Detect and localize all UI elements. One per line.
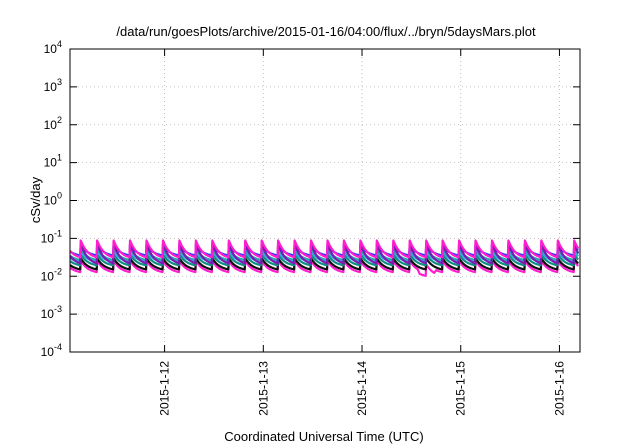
x-tick-label: 2015-1-15 (454, 361, 468, 416)
x-tick-label: 2015-1-13 (256, 361, 270, 416)
series-line (69, 259, 580, 277)
y-tick-label: 10-4 (41, 342, 62, 359)
y-tick-label: 10-3 (41, 304, 62, 321)
y-tick-label: 102 (44, 115, 62, 132)
series-line (69, 253, 580, 267)
series-line (69, 242, 580, 265)
series-group (69, 239, 580, 277)
x-tick-label: 2015-1-16 (552, 361, 566, 416)
x-tick-label: 2015-1-14 (355, 361, 369, 416)
y-tick-label: 100 (44, 191, 62, 208)
y-axis-label: cSv/day (28, 176, 43, 223)
grid-lines (70, 49, 580, 352)
x-tick-label: 2015-1-12 (158, 361, 172, 416)
y-tick-label: 10-1 (41, 228, 62, 245)
x-axis-label: Coordinated Universal Time (UTC) (224, 429, 423, 444)
axes: 10-4 10-3 10-2 10-1 100 101 102 103 104 2015-1-12… (41, 39, 580, 416)
y-tick-label: 10-2 (41, 266, 62, 283)
y-tick-label: 103 (44, 77, 62, 94)
y-tick-label: 104 (44, 39, 62, 56)
series-line (69, 257, 580, 271)
chart-title: /data/run/goesPlots/archive/2015-01-16/0… (116, 24, 536, 39)
series-line (69, 239, 580, 259)
y-tick-label: 101 (44, 153, 62, 170)
